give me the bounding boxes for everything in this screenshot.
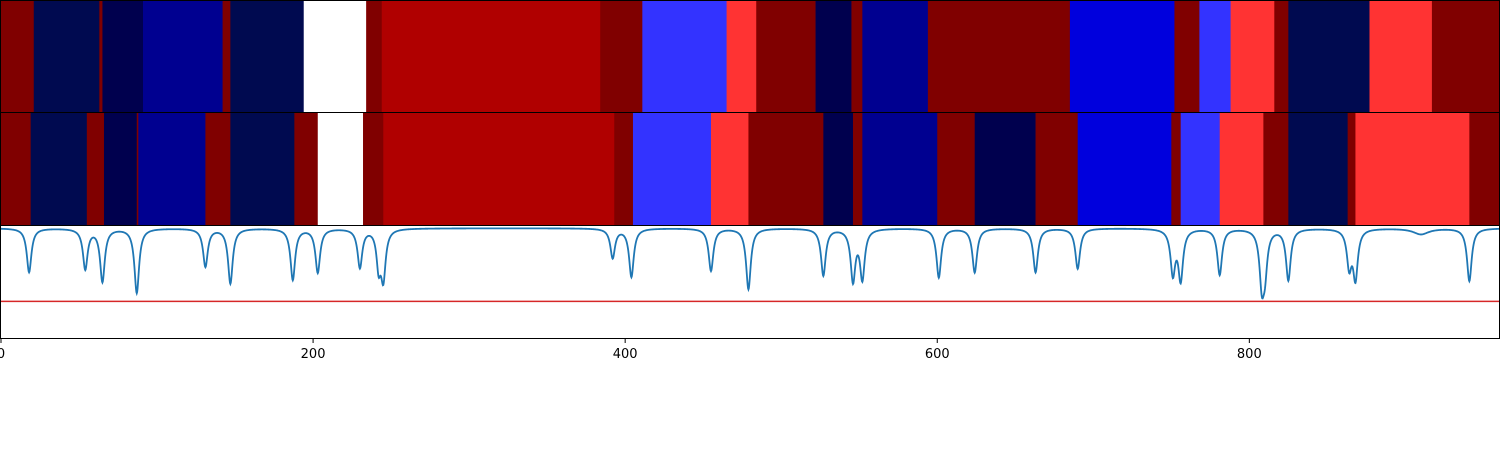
heatmap-top-segment-14 xyxy=(815,1,852,112)
heatmap-top-segment-5 xyxy=(222,1,231,112)
heatmap-panel-top xyxy=(0,0,1500,113)
heatmap-middle-segment-23 xyxy=(1171,113,1182,225)
heatmap-middle-segment-11 xyxy=(383,113,615,225)
heatmap-top-segment-1 xyxy=(33,1,100,112)
heatmap-middle-segment-28 xyxy=(1347,113,1356,225)
heatmap-top-segment-15 xyxy=(851,1,863,112)
heatmap-middle-segment-26 xyxy=(1263,113,1289,225)
heatmap-top-segment-19 xyxy=(1174,1,1200,112)
heatmap-top-segment-18 xyxy=(1069,1,1175,112)
heatmap-middle-segment-19 xyxy=(937,113,976,225)
heatmap-top-segment-25 xyxy=(1431,1,1500,112)
heatmap-top-segment-2 xyxy=(99,1,103,112)
heatmap-top-segment-20 xyxy=(1199,1,1232,112)
heatmap-top-segment-24 xyxy=(1369,1,1433,112)
heatmap-panel-middle xyxy=(0,112,1500,226)
heatmap-top-segment-16 xyxy=(862,1,929,112)
heatmap-middle-segment-3 xyxy=(103,113,138,225)
heatmap-middle-segment-30 xyxy=(1469,113,1500,225)
heatmap-middle-segment-5 xyxy=(138,113,206,225)
heatmap-middle-segment-9 xyxy=(317,113,364,225)
heatmap-middle-segment-7 xyxy=(230,113,295,225)
heatmap-middle-segment-15 xyxy=(748,113,824,225)
heatmap-top-segment-4 xyxy=(143,1,223,112)
heatmap-top-segment-10 xyxy=(600,1,643,112)
heatmap-top-segment-9 xyxy=(381,1,601,112)
heatmap-middle-segment-4 xyxy=(136,113,139,225)
x-tick-label-400: 400 xyxy=(613,347,638,362)
x-axis: 0 200 400 600 800 xyxy=(0,338,1262,362)
signal-series-line xyxy=(0,227,1500,300)
heatmap-top-segment-8 xyxy=(366,1,383,112)
heatmap-middle-segment-12 xyxy=(614,113,634,225)
heatmap-middle-segment-16 xyxy=(823,113,854,225)
heatmap-top-segment-23 xyxy=(1288,1,1370,112)
heatmap-middle-segment-24 xyxy=(1180,113,1221,225)
heatmap-top-segment-7 xyxy=(303,1,367,112)
heatmap-top-segment-13 xyxy=(756,1,816,112)
heatmap-middle-segment-18 xyxy=(862,113,938,225)
heatmap-top-segment-21 xyxy=(1230,1,1275,112)
heatmap-middle-segment-6 xyxy=(205,113,231,225)
signal-panel xyxy=(0,225,1500,339)
heatmap-top-segment-3 xyxy=(102,1,144,112)
heatmap-middle-segment-21 xyxy=(1035,113,1079,225)
heatmap-middle-segment-27 xyxy=(1288,113,1349,225)
heatmap-top-segment-6 xyxy=(230,1,305,112)
x-tick-label-600: 600 xyxy=(925,347,950,362)
x-tick-label-200: 200 xyxy=(301,347,326,362)
heatmap-middle-segment-14 xyxy=(710,113,749,225)
heatmap-middle-segment-10 xyxy=(363,113,384,225)
heatmap-middle-segment-29 xyxy=(1355,113,1470,225)
heatmap-middle-segment-17 xyxy=(852,113,863,225)
heatmap-middle-segment-8 xyxy=(294,113,319,225)
x-tick-label-0: 0 xyxy=(0,347,5,362)
heatmap-top-segment-22 xyxy=(1274,1,1289,112)
heatmap-top-segment-0 xyxy=(1,1,35,112)
heatmap-middle-segment-13 xyxy=(632,113,712,225)
heatmap-top-segment-12 xyxy=(726,1,757,112)
heatmap-middle-segment-20 xyxy=(974,113,1036,225)
heatmap-top-segment-11 xyxy=(642,1,727,112)
heatmap-middle-segment-25 xyxy=(1219,113,1264,225)
heatmap-middle-segment-2 xyxy=(86,113,105,225)
x-tick-label-800: 800 xyxy=(1237,347,1262,362)
heatmap-middle-segment-22 xyxy=(1077,113,1172,225)
heatmap-middle-segment-1 xyxy=(30,113,88,225)
heatmap-top-segment-17 xyxy=(927,1,1071,112)
heatmap-middle-segment-0 xyxy=(1,113,32,225)
